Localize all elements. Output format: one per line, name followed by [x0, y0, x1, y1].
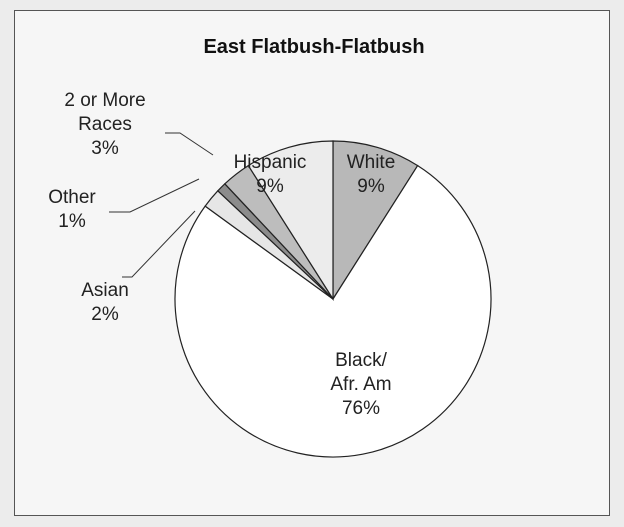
chart-title: East Flatbush-Flatbush — [203, 36, 424, 58]
pie-slice-hispanic — [247, 140, 334, 302]
slice-label-hispanic: Hispanic 9% — [234, 152, 307, 197]
leader-lines — [109, 132, 214, 278]
slice-label-white: White 9% — [347, 152, 396, 197]
slice-label-black-afr-am: Black/Afr. Am 76% — [330, 350, 391, 419]
pie-chart: East Flatbush-Flatbush White 9% Black/Afr.… — [48, 36, 492, 458]
pie-slice-white — [332, 140, 419, 302]
pie-slice-black-afr-am — [174, 164, 492, 458]
slice-label-2-or-more-races: 2 or More Races 3% — [64, 90, 145, 159]
leader-line — [122, 210, 196, 278]
slice-label-asian: Asian 2% — [81, 280, 129, 325]
chart-frame: East Flatbush-Flatbush White 9% Black/Afr.… — [14, 10, 610, 516]
leader-line — [109, 178, 200, 213]
leader-line — [165, 132, 214, 156]
slice-labels: White 9% Black/Afr. Am 76% Asian 2% Other 1% 2 o… — [48, 90, 395, 419]
slice-label-other: Other 1% — [48, 187, 96, 232]
pie-slices — [174, 140, 492, 458]
